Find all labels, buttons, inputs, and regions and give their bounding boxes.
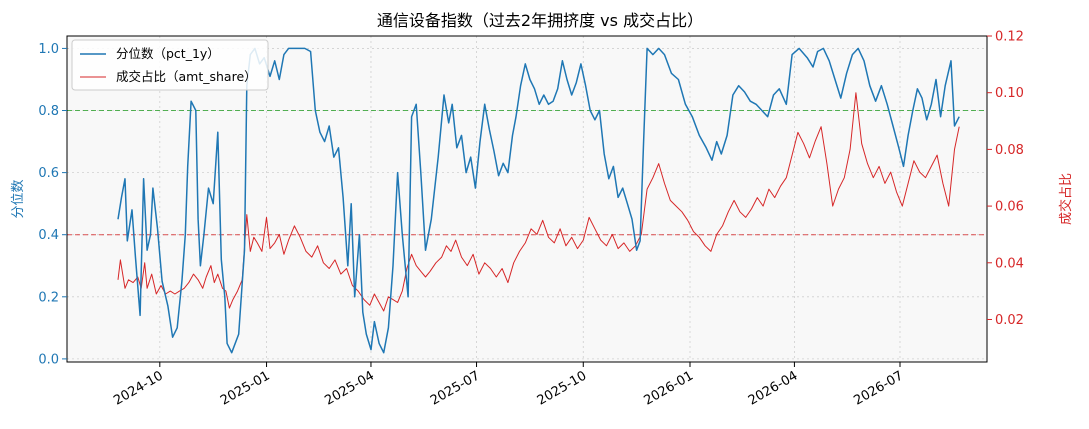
series-line-pct [117,47,960,354]
series-layer [117,47,960,354]
left-tick-label: 0.0 [38,352,59,367]
x-tick-label: 2024-10 [111,368,166,408]
x-tick-label: 2025-07 [428,368,483,408]
legend-box [71,39,269,91]
chart-title: 通信设备指数（过去2年拥挤度 vs 成交占比） [377,11,703,30]
left-y-axis: 0.0 0.2 0.4 0.6 0.8 1.0 [38,42,67,367]
x-tick-label: 2025-04 [322,368,377,408]
right-tick-label: 0.08 [995,143,1024,158]
right-axis-label: 成交占比 [1058,173,1074,225]
right-tick-label: 0.02 [995,313,1024,328]
left-tick-label: 1.0 [38,42,59,57]
series-line-amt [117,92,960,312]
plot-frame [66,35,988,363]
left-tick-label: 0.6 [38,166,59,181]
right-tick-label: 0.04 [995,256,1024,271]
x-axis: 2024-10 2025-01 2025-04 2025-07 2025-10 2026-… [111,362,906,409]
right-tick-label: 0.10 [995,86,1024,101]
right-y-axis: 0.02 0.04 0.06 0.08 0.10 0.12 [987,30,1024,328]
x-tick-label: 2026-01 [641,368,696,408]
x-tick-label: 2026-07 [851,368,906,408]
legend-label-pct: 分位数（pct_1y） [116,46,220,61]
right-tick-label: 0.06 [995,200,1024,215]
left-tick-label: 0.8 [38,104,59,119]
left-axis-label: 分位数 [11,179,26,218]
x-tick-label: 2025-10 [535,368,590,408]
left-tick-label: 0.2 [38,290,59,305]
left-tick-label: 0.4 [38,228,59,243]
right-tick-label: 0.12 [995,30,1024,45]
legend-label-amt: 成交占比（amt_share） [116,69,257,84]
x-tick-label: 2025-01 [218,368,273,408]
x-tick-label: 2026-04 [746,368,801,408]
legend: 分位数（pct_1y） 成交占比（amt_share） [71,39,269,91]
